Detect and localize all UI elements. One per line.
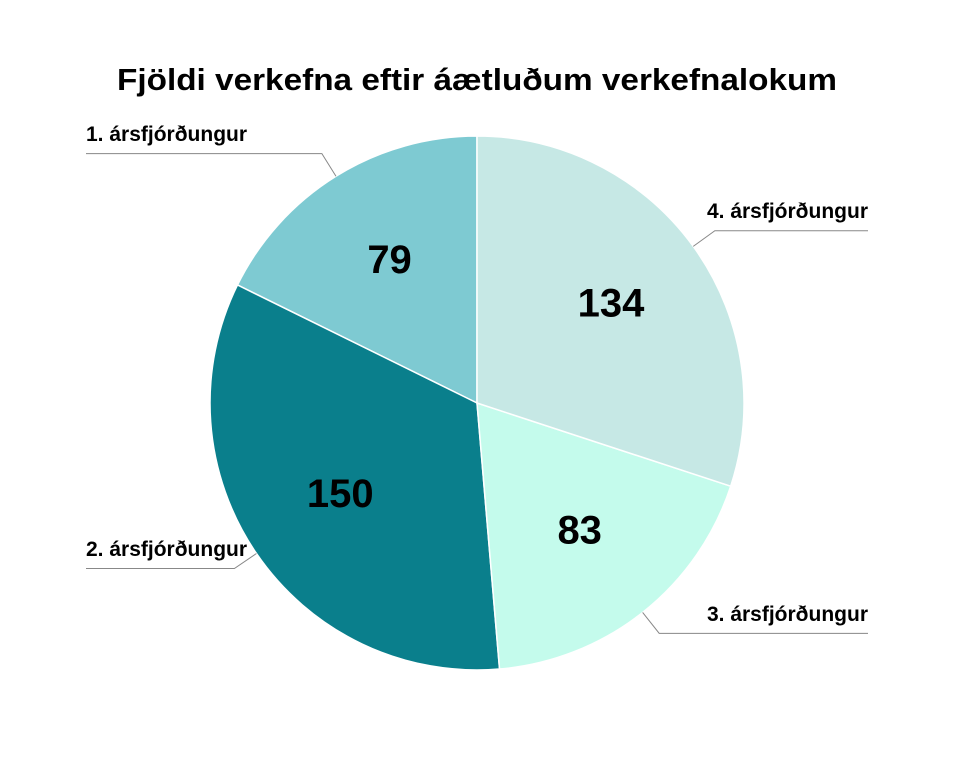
- category-label: 2. ársfjórðungur: [86, 538, 247, 561]
- value-label: 134: [578, 281, 645, 325]
- leader-line: [642, 612, 868, 634]
- leader-line: [86, 153, 337, 177]
- category-label: 1. ársfjórðungur: [86, 123, 247, 146]
- value-label: 83: [557, 508, 602, 552]
- chart-title: Fjöldi verkefna eftir áætluðum verkefnal…: [117, 62, 837, 97]
- value-label: 150: [307, 472, 374, 516]
- leader-line: [692, 230, 868, 247]
- value-label: 79: [367, 238, 412, 282]
- pie-slice: [476, 401, 732, 670]
- leader-line: [86, 553, 257, 570]
- category-label: 3. ársfjórðungur: [707, 603, 868, 626]
- category-label: 4. ársfjórðungur: [707, 200, 868, 223]
